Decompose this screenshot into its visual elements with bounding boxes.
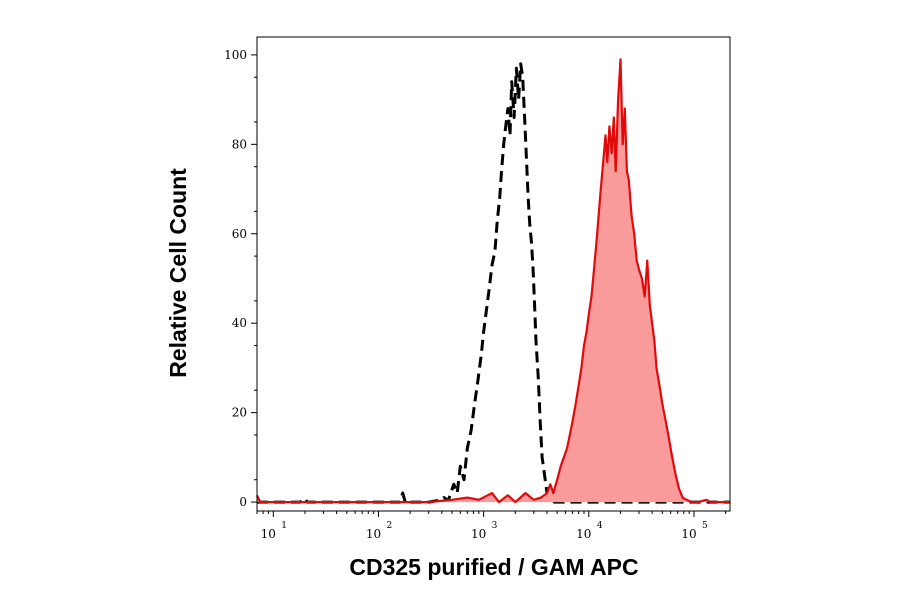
x-tick-label: 10 bbox=[576, 527, 591, 541]
x-tick-label: 10 bbox=[681, 527, 696, 541]
x-tick-label: 10 bbox=[366, 527, 381, 541]
x-tick-label: 10 bbox=[471, 527, 486, 541]
x-tick-label: 10 bbox=[261, 527, 276, 541]
series-2-line bbox=[256, 58, 730, 504]
x-tick-exponent: 2 bbox=[386, 521, 392, 531]
y-tick-label: 60 bbox=[232, 227, 247, 241]
x-tick-exponent: 1 bbox=[281, 521, 287, 531]
y-tick-label: 40 bbox=[232, 316, 247, 330]
y-axis: 0 20 40 60 80 100 bbox=[224, 48, 257, 509]
x-axis-title: CD325 purified / GAM APC bbox=[349, 554, 638, 580]
series-layer bbox=[256, 58, 730, 504]
plot-frame bbox=[256, 36, 731, 512]
x-tick-exponent: 5 bbox=[702, 521, 708, 531]
y-tick-label: 0 bbox=[239, 495, 247, 509]
x-tick-exponent: 4 bbox=[597, 521, 603, 531]
series-1-line bbox=[257, 62, 730, 504]
y-axis-title: Relative Cell Count bbox=[165, 168, 191, 378]
series-2-fill bbox=[257, 59, 730, 503]
y-tick-label: 100 bbox=[224, 48, 247, 62]
x-tick-exponent: 3 bbox=[492, 521, 498, 531]
y-tick-label: 80 bbox=[232, 137, 247, 151]
x-axis: 10 1 10 2 10 3 10 4 10 5 bbox=[256, 511, 727, 541]
y-tick-label: 20 bbox=[232, 406, 247, 420]
